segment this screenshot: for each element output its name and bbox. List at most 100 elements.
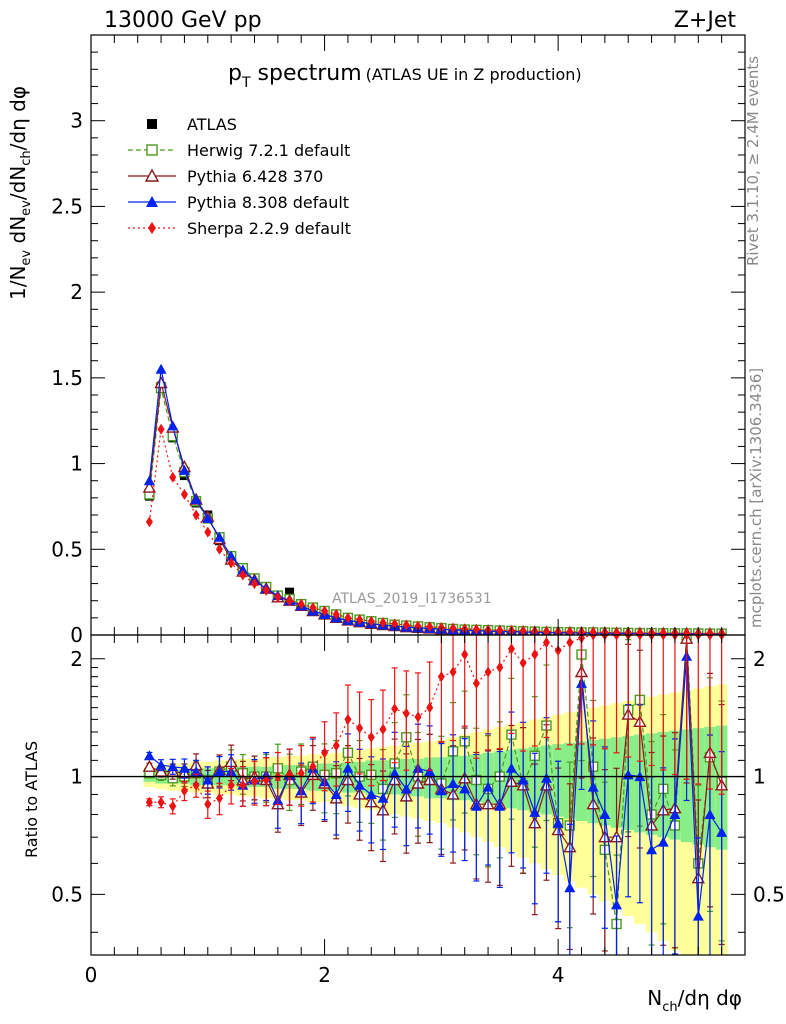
point-sherpa-2-2-9-default xyxy=(566,626,574,635)
plot-title-word: spectrum xyxy=(250,61,362,86)
ratio-point-pythia-8-308-default xyxy=(587,781,599,792)
plot-title: pT spectrum (ATLAS UE in Z production) xyxy=(228,61,582,91)
ratio-point-sherpa-2-2-9-default xyxy=(472,677,480,689)
ratio-point-sherpa-2-2-9-default xyxy=(262,774,270,786)
ratio-point-pythia-8-308-default xyxy=(389,767,401,778)
legend: ATLAS Herwig 7.2.1 default Pythia 6.428 37… xyxy=(128,115,351,238)
ratio-point-pythia-8-308-default xyxy=(611,899,623,910)
process-label: Z+Jet xyxy=(673,8,736,33)
point-pythia-8-308-default xyxy=(213,531,225,542)
point-sherpa-2-2-9-default xyxy=(706,627,714,635)
ratio-point-pythia-8-308-default xyxy=(470,800,482,811)
ratio-ytick-label-right: 1 xyxy=(753,765,766,789)
ratio-point-sherpa-2-2-9-default xyxy=(613,635,621,641)
ratio-ytick-label: 2 xyxy=(70,647,83,671)
ratio-point-sherpa-2-2-9-default xyxy=(402,707,410,719)
x-label-sub: ch xyxy=(662,1000,678,1015)
point-sherpa-2-2-9-default xyxy=(659,627,667,635)
point-sherpa-2-2-9-default xyxy=(169,471,177,483)
point-sherpa-2-2-9-default xyxy=(589,626,597,635)
ratio-point-pythia-8-308-default xyxy=(657,836,669,847)
ratio-point-sherpa-2-2-9-default xyxy=(496,661,504,673)
point-sherpa-2-2-9-default xyxy=(192,509,200,521)
point-sherpa-2-2-9-default xyxy=(227,557,235,569)
ratio-point-pythia-6-428-370 xyxy=(142,759,157,772)
axes-group xyxy=(90,35,745,955)
ratio-point-pythia-8-308-default xyxy=(482,781,494,792)
ratio-xtick-label: 0 xyxy=(85,963,98,987)
x-label-main: N xyxy=(647,986,663,1010)
ratio-point-sherpa-2-2-9-default xyxy=(484,666,492,678)
ratio-point-sherpa-2-2-9-default xyxy=(379,723,387,735)
ratio-point-sherpa-2-2-9-default xyxy=(145,796,153,808)
point-sherpa-2-2-9-default xyxy=(636,627,644,635)
ratio-point-pythia-8-308-default xyxy=(178,762,190,773)
point-pythia-8-308-default xyxy=(202,512,214,523)
ratio-point-pythia-8-308-default xyxy=(505,762,517,773)
legend-marker-pythia-6-428-370 xyxy=(144,168,160,182)
ratio-point-pythia-8-308-default xyxy=(716,826,728,837)
point-sherpa-2-2-9-default xyxy=(356,614,364,626)
point-sherpa-2-2-9-default xyxy=(379,617,387,629)
ratio-point-sherpa-2-2-9-default xyxy=(239,779,247,791)
ratio-ytick-label: 0.5 xyxy=(51,882,83,906)
ratio-point-sherpa-2-2-9-default xyxy=(449,666,457,678)
energy-label: 13000 GeV pp xyxy=(104,8,262,33)
ratio-point-sherpa-2-2-9-default xyxy=(192,779,200,791)
point-atlas xyxy=(285,587,295,597)
ratio-point-sherpa-2-2-9-default xyxy=(531,649,539,661)
ratio-point-sherpa-2-2-9-default xyxy=(227,779,235,791)
legend-label-atlas: ATLAS xyxy=(187,115,237,134)
point-sherpa-2-2-9-default xyxy=(542,626,550,635)
ratio-point-pythia-8-308-default xyxy=(202,774,214,785)
x-label-rest: /dη dφ xyxy=(677,986,742,1010)
legend-marker-herwig-7-2-1-default xyxy=(146,144,158,156)
ratio-point-sherpa-2-2-9-default xyxy=(286,769,294,781)
ratio-point-sherpa-2-2-9-default xyxy=(356,722,364,734)
point-sherpa-2-2-9-default xyxy=(391,618,399,630)
legend-marker-sherpa-2-2-9-default xyxy=(148,222,156,234)
analysis-label: ATLAS_2019_I1736531 xyxy=(332,591,492,607)
ratio-point-sherpa-2-2-9-default xyxy=(589,635,597,641)
point-sherpa-2-2-9-default xyxy=(204,526,212,538)
point-pythia-8-308-default xyxy=(190,494,202,505)
point-sherpa-2-2-9-default xyxy=(449,622,457,634)
ratio-point-pythia-8-308-default xyxy=(143,750,155,761)
ratio-point-pythia-8-308-default xyxy=(552,817,564,828)
point-sherpa-2-2-9-default xyxy=(262,584,270,596)
ratio-point-sherpa-2-2-9-default xyxy=(215,792,223,804)
legend-label-sherpa-2-2-9-default: Sherpa 2.2.9 default xyxy=(187,219,351,238)
ratio-point-pythia-8-308-default xyxy=(529,806,541,817)
ratio-point-sherpa-2-2-9-default xyxy=(519,657,527,669)
point-sherpa-2-2-9-default xyxy=(402,619,410,631)
ratio-point-pythia-8-308-default xyxy=(692,910,704,921)
legend-marker-pythia-8-308-default xyxy=(146,196,158,207)
ratio-point-pythia-8-308-default xyxy=(517,774,529,785)
ratio-point-sherpa-2-2-9-default xyxy=(180,785,188,797)
main-ytick-label: 2.5 xyxy=(51,194,83,218)
ratio-point-sherpa-2-2-9-default xyxy=(507,643,515,655)
ratio-point-pythia-8-308-default xyxy=(400,783,412,794)
ratio-point-pythia-8-308-default xyxy=(447,778,459,789)
ratio-point-pythia-8-308-default xyxy=(669,808,681,819)
ratio-point-sherpa-2-2-9-default xyxy=(391,703,399,715)
main-ytick-label: 0 xyxy=(70,623,83,647)
ratio-point-pythia-8-308-default xyxy=(342,762,354,773)
ratio-point-pythia-8-308-default xyxy=(564,882,576,893)
ratio-point-pythia-8-308-default xyxy=(424,766,436,777)
ratio-xtick-label: 2 xyxy=(318,963,331,987)
main-ytick-label: 3 xyxy=(70,109,83,133)
main-ytick-label: 1.5 xyxy=(51,366,83,390)
ratio-ytick-label-right: 2 xyxy=(753,647,766,671)
ratio-point-pythia-8-308-default xyxy=(494,800,506,811)
legend-label-pythia-6-428-370: Pythia 6.428 370 xyxy=(187,167,323,186)
point-pythia-8-308-default xyxy=(167,420,179,431)
ratio-point-sherpa-2-2-9-default xyxy=(437,671,445,683)
ratio-point-sherpa-2-2-9-default xyxy=(169,800,177,812)
ratio-point-pythia-8-308-default xyxy=(167,761,179,772)
ratio-point-pythia-8-308-default xyxy=(213,766,225,777)
ratio-point-pythia-8-308-default xyxy=(377,792,389,803)
point-pythia-8-308-default xyxy=(143,475,155,486)
ratio-point-pythia-8-308-default xyxy=(459,783,471,794)
